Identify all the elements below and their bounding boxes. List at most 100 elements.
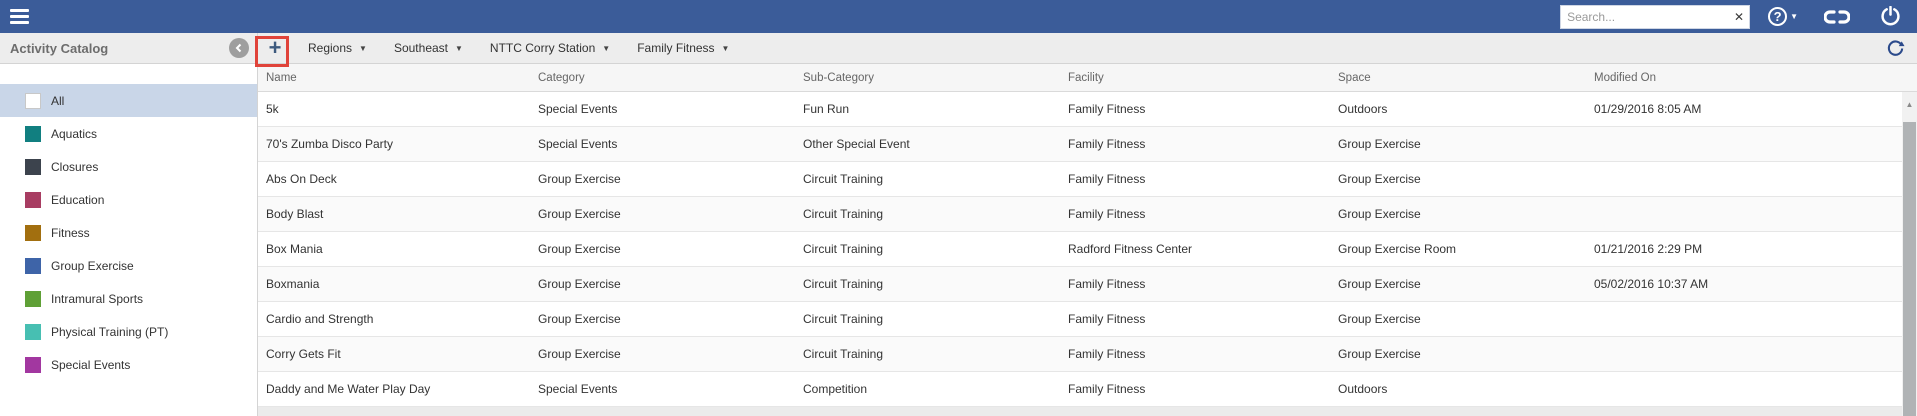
- power-logout-icon[interactable]: [1880, 0, 1901, 33]
- sidebar-item-intramural-sports[interactable]: Intramural Sports: [0, 282, 257, 315]
- cell-sub-category: Circuit Training: [803, 277, 884, 291]
- page-title: Activity Catalog: [10, 40, 109, 56]
- category-color-swatch: [25, 125, 41, 142]
- table-row[interactable]: Box Mania Group Exercise Circuit Training R…: [258, 232, 1902, 267]
- scroll-up-arrow-icon[interactable]: ▲: [1905, 99, 1914, 109]
- vertical-scrollbar[interactable]: ▲: [1902, 92, 1917, 416]
- table-row[interactable]: Corry Gets Fit Group Exercise Circuit Trai…: [258, 337, 1902, 372]
- column-header-modified-on[interactable]: Modified On: [1594, 71, 1657, 84]
- sidebar-item-fitness[interactable]: Fitness: [0, 216, 257, 249]
- cell-sub-category: Competition: [803, 382, 868, 396]
- cell-category: Group Exercise: [538, 172, 621, 186]
- cell-facility: Family Fitness: [1068, 137, 1146, 151]
- sidebar-item-label: All: [51, 93, 65, 108]
- cell-space: Group Exercise: [1338, 172, 1421, 186]
- category-color-swatch: [25, 290, 41, 307]
- sidebar: Activity Catalog All Aquatics Closures Educ…: [0, 33, 258, 416]
- cell-sub-category: Circuit Training: [803, 347, 884, 361]
- toolbar-dropdowns: Regions ▼ Southeast ▼ NTTC Corry Station ▼ Fam…: [292, 41, 729, 55]
- table-row[interactable]: Body Blast Group Exercise Circuit Training…: [258, 197, 1902, 232]
- cell-category: Group Exercise: [538, 277, 621, 291]
- link-icon[interactable]: [1824, 0, 1850, 33]
- cell-facility: Family Fitness: [1068, 172, 1146, 186]
- help-menu-button[interactable]: ? ▼: [1768, 0, 1798, 33]
- column-header-sub-category[interactable]: Sub-Category: [803, 71, 874, 84]
- cell-name: 5k: [266, 102, 279, 116]
- hamburger-menu-icon[interactable]: [10, 5, 40, 29]
- table-row[interactable]: 5k Special Events Fun Run Family Fitness Out…: [258, 92, 1902, 127]
- cell-category: Group Exercise: [538, 312, 621, 326]
- dropdown-label: Family Fitness: [637, 41, 715, 55]
- sidebar-collapse-button[interactable]: [229, 38, 249, 58]
- app-body: Activity Catalog All Aquatics Closures Educ…: [0, 33, 1917, 416]
- search-clear-icon[interactable]: ✕: [1734, 9, 1745, 24]
- cell-space: Outdoors: [1338, 382, 1388, 396]
- column-header-facility[interactable]: Facility: [1068, 71, 1104, 84]
- table-row[interactable]: 70's Zumba Disco Party Special Events Othe…: [258, 127, 1902, 162]
- cell-space: Group Exercise: [1338, 347, 1421, 361]
- help-icon: ?: [1768, 7, 1788, 26]
- table-row[interactable]: Abs On Deck Group Exercise Circuit Trainin…: [258, 162, 1902, 197]
- cell-category: Group Exercise: [538, 347, 621, 361]
- chevron-down-icon: ▼: [1790, 12, 1798, 21]
- dropdown-regions[interactable]: Regions ▼: [308, 41, 367, 55]
- table-header-row: Name Category Sub-Category Facility Space Mod…: [258, 64, 1917, 92]
- refresh-icon[interactable]: [1886, 39, 1905, 58]
- cell-name: Box Mania: [266, 242, 323, 256]
- column-header-name[interactable]: Name: [266, 71, 297, 84]
- dropdown-nttc-corry-station[interactable]: NTTC Corry Station ▼: [490, 41, 610, 55]
- cell-facility: Family Fitness: [1068, 312, 1146, 326]
- search-input[interactable]: [1561, 5, 1730, 28]
- cell-category: Special Events: [538, 137, 618, 151]
- table-bottom-fill: [258, 407, 1902, 416]
- column-header-category[interactable]: Category: [538, 71, 585, 84]
- sidebar-item-education[interactable]: Education: [0, 183, 257, 216]
- cell-sub-category: Circuit Training: [803, 242, 884, 256]
- sidebar-item-closures[interactable]: Closures: [0, 150, 257, 183]
- cell-category: Special Events: [538, 382, 618, 396]
- cell-name: Boxmania: [266, 277, 320, 291]
- cell-sub-category: Circuit Training: [803, 312, 884, 326]
- table-row[interactable]: Cardio and Strength Group Exercise Circuit…: [258, 302, 1902, 337]
- table-row[interactable]: Daddy and Me Water Play Day Special Event…: [258, 372, 1902, 407]
- sidebar-header: Activity Catalog: [0, 33, 257, 64]
- cell-name: 70's Zumba Disco Party: [266, 137, 394, 151]
- add-activity-button[interactable]: +: [268, 35, 282, 60]
- sidebar-item-label: Education: [51, 192, 105, 207]
- sidebar-item-label: Fitness: [51, 225, 90, 240]
- sidebar-item-all[interactable]: All: [0, 84, 257, 117]
- cell-name: Daddy and Me Water Play Day: [266, 382, 431, 396]
- chevron-down-icon: ▼: [359, 43, 367, 53]
- cell-category: Group Exercise: [538, 242, 621, 256]
- category-color-swatch: [25, 257, 41, 274]
- sidebar-list: All Aquatics Closures Education Fitness Group…: [0, 64, 257, 381]
- category-color-swatch: [25, 323, 41, 340]
- main-panel: + Regions ▼ Southeast ▼ NTTC Corry Station ▼ F…: [258, 33, 1917, 416]
- dropdown-family-fitness[interactable]: Family Fitness ▼: [637, 41, 729, 55]
- cell-space: Group Exercise: [1338, 207, 1421, 221]
- cell-sub-category: Circuit Training: [803, 172, 884, 186]
- sidebar-item-label: Group Exercise: [51, 258, 134, 273]
- cell-facility: Family Fitness: [1068, 102, 1146, 116]
- cell-space: Group Exercise: [1338, 277, 1421, 291]
- table-body: 5k Special Events Fun Run Family Fitness Out…: [258, 92, 1902, 407]
- sidebar-item-group-exercise[interactable]: Group Exercise: [0, 249, 257, 282]
- category-color-swatch: [25, 92, 41, 109]
- column-header-space[interactable]: Space: [1338, 71, 1371, 84]
- dropdown-label: Southeast: [393, 41, 448, 55]
- category-color-swatch: [25, 191, 41, 208]
- dropdown-label: Regions: [308, 41, 353, 55]
- cell-space: Outdoors: [1338, 102, 1388, 116]
- cell-sub-category: Circuit Training: [803, 207, 884, 221]
- table-row[interactable]: Boxmania Group Exercise Circuit Training Fa…: [258, 267, 1902, 302]
- sidebar-item-physical-training-pt[interactable]: Physical Training (PT): [0, 315, 257, 348]
- sidebar-item-aquatics[interactable]: Aquatics: [0, 117, 257, 150]
- sidebar-item-label: Intramural Sports: [51, 291, 144, 306]
- category-color-swatch: [25, 356, 41, 373]
- top-navigation-bar: ✕ ? ▼: [0, 0, 1917, 33]
- scrollbar-thumb[interactable]: [1903, 122, 1916, 416]
- cell-category: Group Exercise: [538, 207, 621, 221]
- sidebar-item-special-events[interactable]: Special Events: [0, 348, 257, 381]
- cell-space: Group Exercise: [1338, 137, 1421, 151]
- dropdown-southeast[interactable]: Southeast ▼: [394, 41, 463, 55]
